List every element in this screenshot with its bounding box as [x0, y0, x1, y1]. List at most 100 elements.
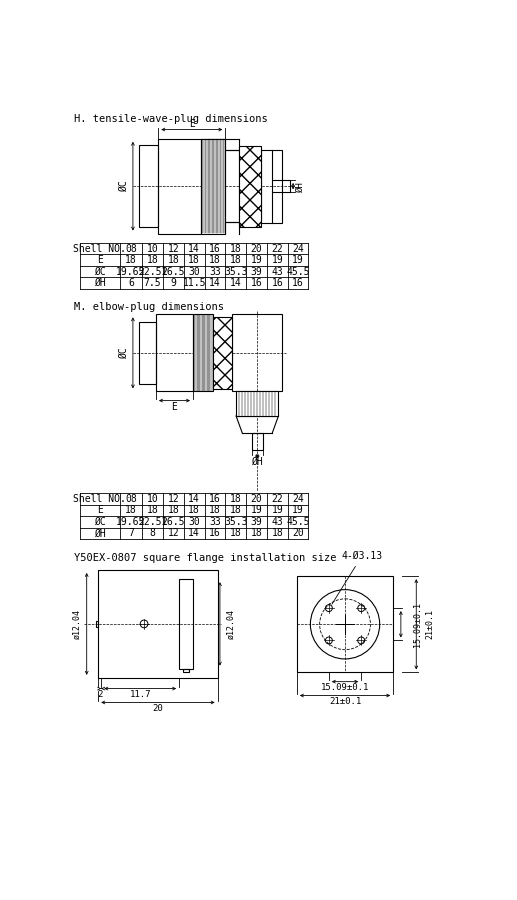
Text: 26.5: 26.5 [162, 517, 185, 526]
Bar [225, 150, 239, 222]
Text: E: E [97, 255, 103, 266]
Text: 19: 19 [251, 255, 262, 266]
Text: 14: 14 [188, 244, 200, 254]
Bar [261, 149, 282, 222]
Text: 19: 19 [292, 505, 304, 516]
Text: ø12.04: ø12.04 [72, 609, 81, 639]
Bar [271, 180, 290, 193]
Text: 24: 24 [292, 244, 304, 254]
Text: 14: 14 [230, 278, 241, 288]
Text: 18: 18 [188, 255, 200, 266]
Text: 18: 18 [230, 244, 241, 254]
Text: 7.5: 7.5 [144, 278, 161, 288]
Text: 16: 16 [292, 278, 304, 288]
Text: ØC: ØC [119, 347, 129, 359]
Bar [96, 621, 98, 627]
Text: 43: 43 [271, 266, 283, 276]
Text: 18: 18 [168, 255, 179, 266]
Text: 16: 16 [209, 244, 221, 254]
Text: 11.5: 11.5 [183, 278, 206, 288]
Text: E: E [189, 119, 195, 130]
Text: 10: 10 [147, 244, 158, 254]
Text: 45.5: 45.5 [286, 517, 310, 526]
Text: 12: 12 [168, 494, 179, 504]
Text: 18: 18 [230, 255, 241, 266]
Text: 30: 30 [188, 266, 200, 276]
Text: ØH: ØH [94, 528, 105, 538]
Text: 12: 12 [168, 244, 179, 254]
Text: 16: 16 [209, 494, 221, 504]
Text: 7: 7 [128, 528, 134, 538]
Text: 08: 08 [125, 244, 137, 254]
Text: 20: 20 [251, 244, 262, 254]
Text: 43: 43 [271, 517, 283, 526]
Bar [201, 139, 225, 233]
Text: H. tensile-wave-plug dimensions: H. tensile-wave-plug dimensions [73, 114, 267, 124]
Text: 19.65: 19.65 [116, 266, 146, 276]
Text: Shell NO.: Shell NO. [73, 244, 126, 254]
Text: 22.51: 22.51 [138, 517, 167, 526]
Bar [158, 139, 201, 233]
Bar [193, 314, 213, 392]
Bar [239, 146, 261, 227]
Text: 8: 8 [149, 528, 156, 538]
Text: 18: 18 [209, 255, 221, 266]
Text: 14: 14 [188, 528, 200, 538]
Text: 21±0.1: 21±0.1 [329, 698, 361, 706]
Bar [252, 433, 263, 450]
Text: 45.5: 45.5 [286, 266, 310, 276]
Bar [156, 314, 193, 392]
Text: ØC: ØC [94, 517, 105, 526]
Bar [232, 314, 282, 392]
Text: 18: 18 [209, 505, 221, 516]
Text: Y50EX-0807 square flange installation size: Y50EX-0807 square flange installation si… [73, 554, 336, 563]
Text: 18: 18 [147, 505, 158, 516]
Text: ØC: ØC [119, 180, 129, 192]
Text: 14: 14 [188, 494, 200, 504]
Text: 22: 22 [271, 244, 283, 254]
Text: 35.3: 35.3 [224, 517, 248, 526]
Text: 39: 39 [251, 266, 262, 276]
Text: E: E [172, 401, 177, 412]
Text: 9: 9 [171, 278, 176, 288]
Text: 30: 30 [188, 517, 200, 526]
Text: 18: 18 [168, 505, 179, 516]
Text: 16: 16 [251, 278, 262, 288]
Text: 19: 19 [292, 255, 304, 266]
Text: 6: 6 [128, 278, 134, 288]
Text: 15.09±0.1: 15.09±0.1 [413, 602, 422, 647]
Text: 11.7: 11.7 [129, 690, 151, 699]
Text: 15.09±0.1: 15.09±0.1 [321, 683, 369, 692]
Text: 22: 22 [271, 494, 283, 504]
Text: 24: 24 [292, 494, 304, 504]
Bar [297, 576, 393, 672]
Text: 19: 19 [251, 505, 262, 516]
Text: ø12.04: ø12.04 [226, 609, 235, 639]
Bar [98, 570, 218, 678]
Text: 16: 16 [209, 528, 221, 538]
Text: ØH: ØH [251, 457, 263, 467]
Text: 18: 18 [230, 528, 241, 538]
Text: E: E [97, 505, 103, 516]
Text: 35.3: 35.3 [224, 266, 248, 276]
Text: ØH: ØH [94, 278, 105, 288]
Text: 26.5: 26.5 [162, 266, 185, 276]
Bar [213, 317, 232, 389]
Text: ØH: ØH [296, 181, 305, 192]
Text: 20: 20 [251, 494, 262, 504]
Text: 39: 39 [251, 517, 262, 526]
Text: 08: 08 [125, 494, 137, 504]
Text: 18: 18 [271, 528, 283, 538]
Text: 19.65: 19.65 [116, 517, 146, 526]
Text: 21±0.1: 21±0.1 [425, 609, 435, 639]
Text: 33: 33 [209, 266, 221, 276]
Text: 20: 20 [292, 528, 304, 538]
Text: 12: 12 [168, 528, 179, 538]
Bar [139, 145, 158, 228]
Text: Shell NO.: Shell NO. [73, 494, 126, 504]
Text: 18: 18 [230, 494, 241, 504]
Text: 19: 19 [271, 505, 283, 516]
Text: 14: 14 [209, 278, 221, 288]
Text: ØC: ØC [94, 266, 105, 276]
Text: 18: 18 [188, 505, 200, 516]
